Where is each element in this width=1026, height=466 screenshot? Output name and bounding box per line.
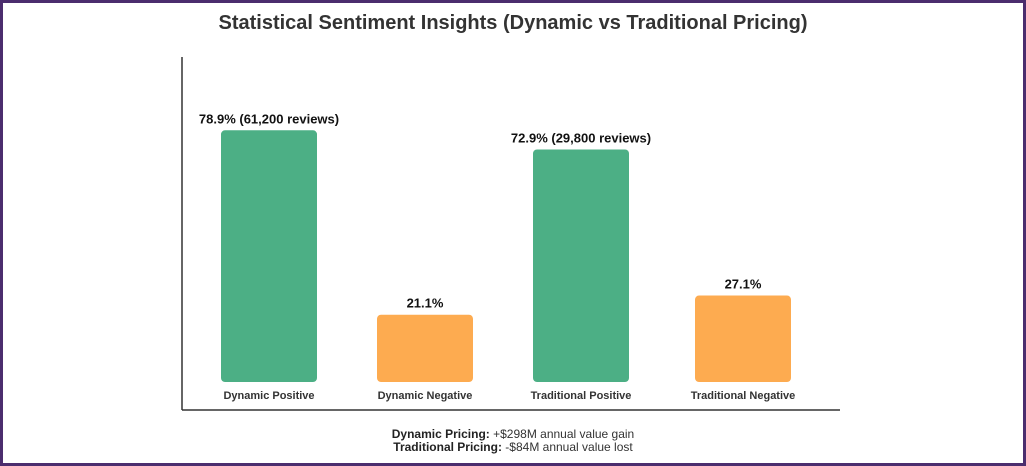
x-tick-label: Dynamic Positive bbox=[223, 390, 314, 402]
chart-title: Statistical Sentiment Insights (Dynamic … bbox=[218, 12, 808, 34]
bar-dynamic-negative bbox=[377, 314, 473, 382]
x-tick-label: Dynamic Negative bbox=[378, 390, 473, 402]
data-label: 21.1% bbox=[407, 296, 444, 311]
footer-summary: Dynamic Pricing: +$298M annual value gai… bbox=[0, 428, 1026, 454]
data-label: 27.1% bbox=[725, 277, 762, 292]
data-label: 78.9% (61,200 reviews) bbox=[199, 111, 339, 126]
x-tick-label: Traditional Negative bbox=[691, 390, 796, 402]
footer-dynamic: Dynamic Pricing: +$298M annual value gai… bbox=[391, 427, 635, 441]
footer-traditional: Traditional Pricing: -$84M annual value … bbox=[393, 440, 633, 454]
data-label: 72.9% (29,800 reviews) bbox=[511, 130, 651, 145]
x-tick-label: Traditional Positive bbox=[531, 390, 632, 402]
bar-traditional-positive bbox=[533, 149, 629, 382]
bar-traditional-negative bbox=[695, 295, 791, 382]
bar-dynamic-positive bbox=[221, 130, 317, 382]
